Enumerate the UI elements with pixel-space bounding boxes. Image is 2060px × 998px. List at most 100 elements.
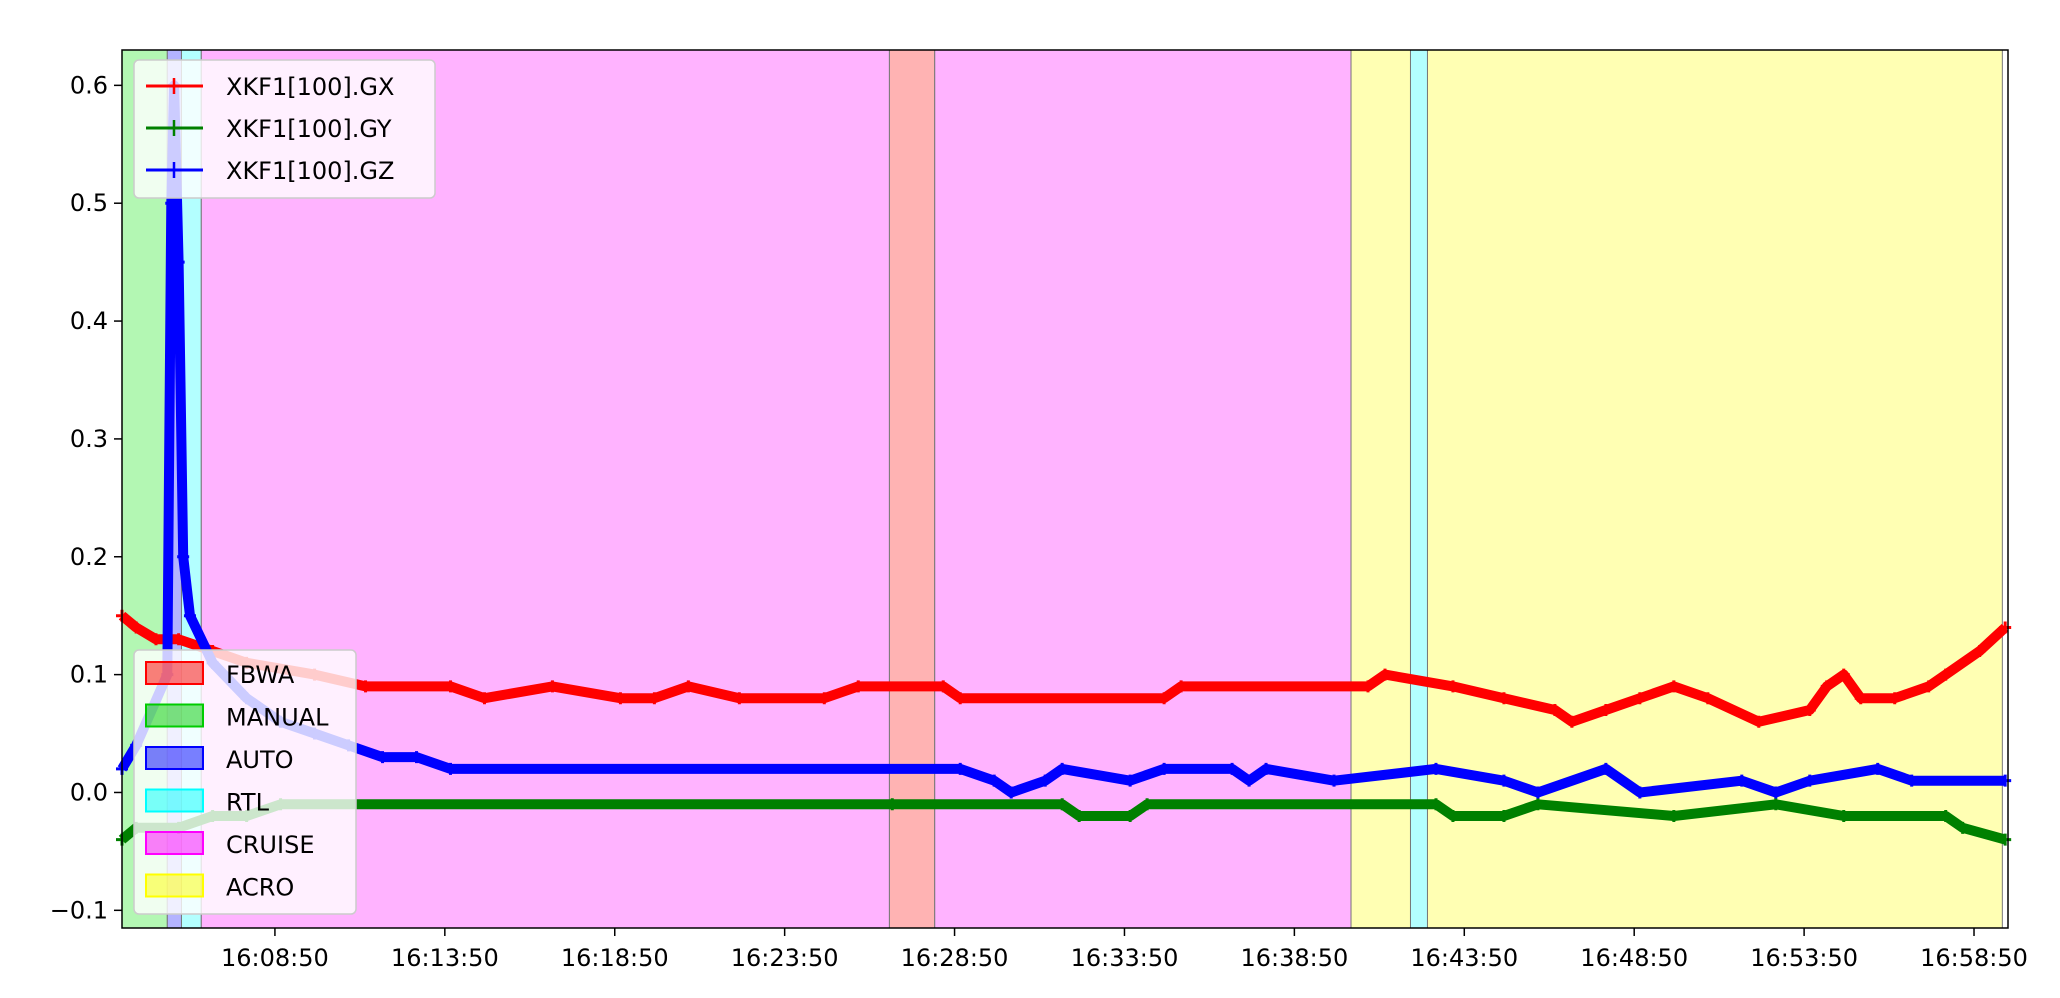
data-point [1565, 715, 1578, 728]
legend-entry-acro: ACRO [145, 873, 294, 902]
data-point [1056, 798, 1069, 811]
data-point [1226, 762, 1239, 775]
legend-label: CRUISE [226, 831, 314, 859]
data-point [1158, 762, 1171, 775]
data-point [1328, 774, 1341, 787]
data-point [1260, 762, 1273, 775]
data-point [1548, 703, 1561, 716]
legend-entry-xkf1-100-gy: XKF1[100].GY [146, 115, 392, 143]
legend-label: FBWA [226, 661, 295, 689]
legend-label: XKF1[100].GX [226, 73, 394, 101]
data-point [1429, 798, 1442, 811]
mode-band-acro [1350, 49, 1411, 929]
data-point [1939, 810, 1952, 823]
y-tick-label: 0.3 [70, 425, 108, 453]
data-point [1446, 810, 1459, 823]
y-tick-label: −0.1 [50, 896, 108, 924]
data-point [1124, 774, 1137, 787]
data-point [1362, 680, 1375, 693]
data-point [1633, 786, 1646, 799]
mode-band-fbwa [888, 49, 936, 929]
data-point [149, 633, 162, 646]
data-point [1667, 680, 1680, 693]
x-tick-label: 16:23:50 [731, 944, 839, 972]
legend-marker [168, 78, 180, 94]
y-axis: −0.1 0.0 0.1 0.2 0.3 0.4 0.5 0.6 [50, 71, 122, 924]
data-point [1752, 715, 1765, 728]
legend-marker [168, 162, 180, 178]
data-point [954, 762, 967, 775]
data-point [1141, 798, 1154, 811]
data-point [165, 197, 178, 210]
data-point [1599, 762, 1612, 775]
data-point [172, 633, 185, 646]
legend-entry-cruise: CRUISE [145, 831, 314, 859]
legend-color-swatch [145, 873, 204, 898]
data-point [1999, 621, 2012, 634]
data-point [1056, 762, 1069, 775]
y-tick-label: 0.2 [70, 543, 108, 571]
data-point [1243, 774, 1256, 787]
data-point [1531, 786, 1544, 799]
y-tick-label: 0.6 [70, 71, 108, 99]
data-point [1820, 680, 1833, 693]
data-point [886, 798, 899, 811]
data-point [478, 692, 491, 705]
legend-label: AUTO [226, 746, 294, 774]
data-point [1701, 692, 1714, 705]
legend-entry-auto: AUTO [145, 746, 294, 774]
legend-label: XKF1[100].GY [226, 115, 392, 143]
series-xkf1-100-gz [116, 79, 2012, 799]
legend-color-swatch [145, 703, 204, 728]
x-tick-label: 16:43:50 [1410, 944, 1518, 972]
data-point [130, 621, 143, 634]
data-point [852, 680, 865, 693]
data-point [376, 751, 389, 764]
axes-frame [121, 49, 2009, 929]
data-point [1073, 810, 1086, 823]
data-point [1973, 645, 1986, 658]
data-point [1854, 692, 1867, 705]
data-point [1039, 774, 1052, 787]
legend-entry-xkf1-100-gx: XKF1[100].GX [146, 73, 394, 101]
data-point [1837, 810, 1850, 823]
x-tick-label: 16:53:50 [1750, 944, 1858, 972]
legend-entry-fbwa: FBWA [145, 661, 295, 689]
x-tick-label: 16:28:50 [901, 944, 1009, 972]
mode-band-cruise [934, 49, 1352, 929]
data-point [1497, 810, 1510, 823]
data-point [1956, 821, 1969, 834]
data-point [1735, 774, 1748, 787]
data-point [1667, 810, 1680, 823]
data-point [1769, 798, 1782, 811]
legend-entry-xkf1-100-gz: XKF1[100].GZ [146, 157, 394, 185]
legend-color-swatch [145, 831, 204, 855]
legend-marker [168, 120, 180, 136]
legend-color-swatch [145, 746, 204, 770]
x-tick-label: 16:08:50 [221, 944, 329, 972]
data-point [614, 692, 627, 705]
data-point [410, 751, 423, 764]
series-legend-box [133, 59, 436, 199]
data-point [1175, 680, 1188, 693]
data-point [1837, 668, 1850, 681]
data-point [1005, 786, 1018, 799]
x-tick-label: 16:33:50 [1071, 944, 1179, 972]
data-point [1497, 692, 1510, 705]
y-tick-label: 0.1 [70, 661, 108, 689]
data-point [1124, 810, 1137, 823]
x-tick-label: 16:58:50 [1920, 944, 2028, 972]
x-tick-label: 16:48:50 [1580, 944, 1688, 972]
data-point [444, 680, 457, 693]
series-legend: XKF1[100].GX XKF1[100].GY XKF1[100].GZ [133, 59, 436, 199]
data-point [1888, 692, 1901, 705]
data-point [733, 692, 746, 705]
mode-band-rtl [1409, 49, 1428, 929]
data-point [1803, 703, 1816, 716]
data-point [359, 680, 372, 693]
data-point [818, 692, 831, 705]
legend-label: RTL [226, 789, 270, 817]
data-point [183, 609, 196, 622]
data-point [682, 680, 695, 693]
